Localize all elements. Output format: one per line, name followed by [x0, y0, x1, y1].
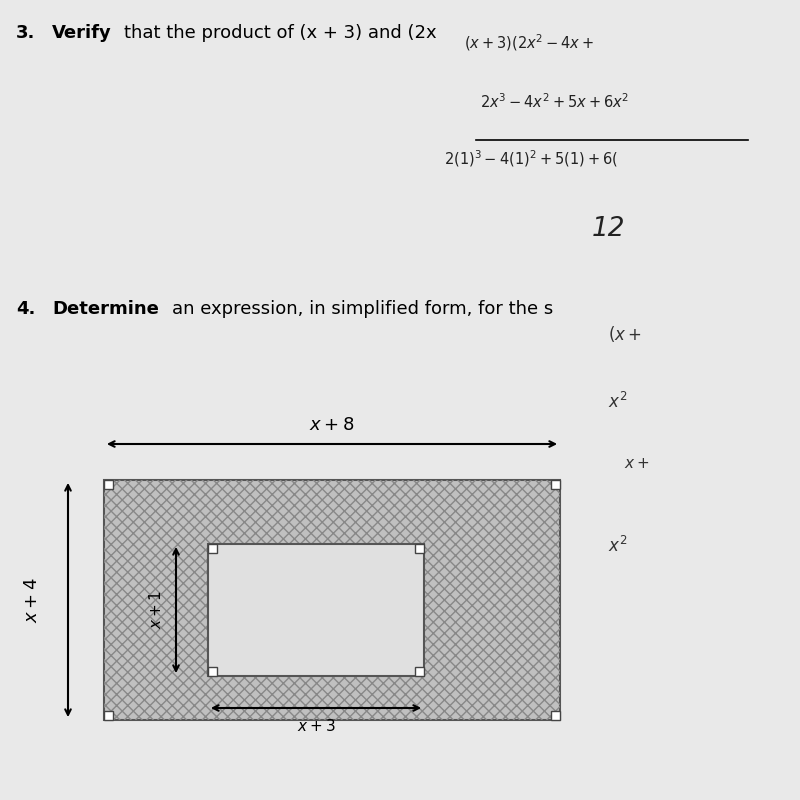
Bar	[208, 544, 424, 676]
Bar	[104, 480, 560, 720]
Bar	[551, 711, 560, 720]
Text: $x +$: $x +$	[624, 456, 650, 471]
Text: $(x+3)(2x^2-4x+$: $(x+3)(2x^2-4x+$	[464, 32, 594, 53]
Bar	[551, 480, 560, 489]
Text: 4.: 4.	[16, 300, 35, 318]
Text: $x+1$: $x+1$	[148, 591, 164, 629]
Text: Determine: Determine	[52, 300, 159, 318]
Text: $x+3$: $x+3$	[297, 718, 335, 734]
Text: that the product of (x + 3) and (2x: that the product of (x + 3) and (2x	[124, 24, 437, 42]
Text: $2(1)^3-4(1)^2+5(1)+6($: $2(1)^3-4(1)^2+5(1)+6($	[444, 148, 618, 169]
Bar	[104, 711, 113, 720]
Text: Verify: Verify	[52, 24, 112, 42]
Text: $x+3$: $x+3$	[294, 601, 338, 619]
Text: 3.: 3.	[16, 24, 35, 42]
Text: $x+4$: $x+4$	[23, 577, 41, 623]
Text: $x^2$: $x^2$	[608, 392, 627, 412]
Bar	[415, 667, 424, 676]
Text: $x+8$: $x+8$	[310, 416, 354, 434]
Text: $2x^3-4x^2+5x+6x^2$: $2x^3-4x^2+5x+6x^2$	[480, 92, 630, 110]
Bar	[104, 480, 113, 489]
Bar	[415, 544, 424, 553]
Bar	[208, 544, 217, 553]
Text: $(x+$: $(x+$	[608, 324, 642, 344]
Bar	[208, 667, 217, 676]
Text: an expression, in simplified form, for the s: an expression, in simplified form, for t…	[172, 300, 554, 318]
Text: $x^2$: $x^2$	[608, 536, 627, 556]
Bar	[104, 480, 560, 720]
Text: 12: 12	[592, 216, 626, 242]
